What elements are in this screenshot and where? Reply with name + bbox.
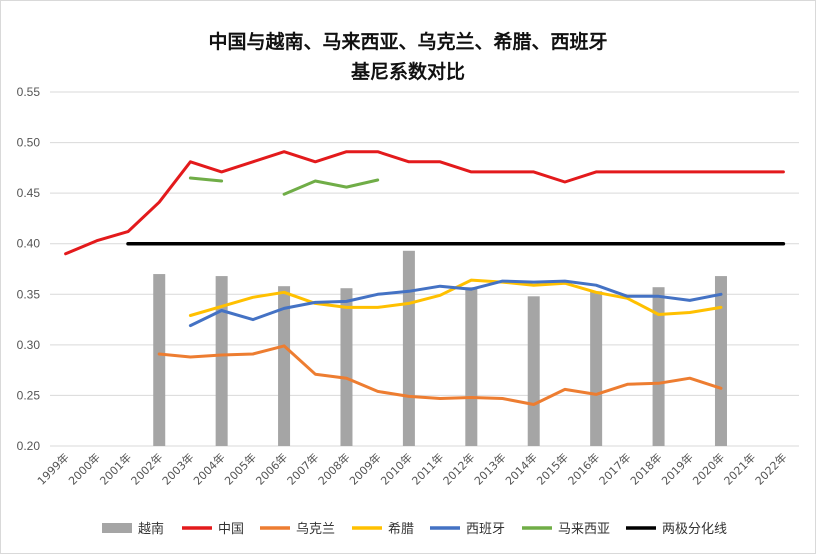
bar-越南-2018年 (652, 287, 665, 446)
y-axis-ticks: 0.20 0.25 0.30 0.35 0.40 0.45 0.50 0.55 (17, 85, 41, 453)
y-tick-label: 0.50 (17, 136, 41, 150)
bar-越南-2004年 (215, 276, 228, 446)
legend-swatch (102, 523, 132, 533)
chart-title-line-2: 基尼系数对比 (350, 60, 465, 83)
bar-越南-2010年 (402, 250, 415, 446)
series-line-马来西亚 (188, 176, 224, 183)
chart-title-line-1: 中国与越南、马来西亚、乌克兰、希腊、西班牙 (208, 30, 607, 53)
legend-label: 中国 (218, 522, 244, 537)
legend-item-马来西亚: 马来西亚 (522, 522, 610, 537)
y-tick-label: 0.25 (17, 388, 41, 402)
legend-item-中国: 中国 (182, 522, 244, 537)
series-line-中国 (64, 150, 785, 256)
series-line-乌克兰 (157, 344, 723, 406)
y-tick-label: 0.45 (17, 186, 41, 200)
legend-item-乌克兰: 乌克兰 (260, 521, 335, 537)
legend-label: 西班牙 (466, 522, 505, 537)
bar-越南-2014年 (527, 296, 540, 446)
y-tick-label: 0.35 (17, 287, 41, 301)
legend-item-西班牙: 西班牙 (430, 522, 505, 537)
y-tick-label: 0.30 (17, 338, 41, 352)
legend-label: 两极分化线 (662, 522, 727, 537)
legend-item-两极分化线: 两极分化线 (626, 522, 727, 537)
legend: 越南 中国 乌克兰 希腊 西班牙 马来西亚 两极分化线 (102, 521, 727, 537)
y-tick-label: 0.40 (17, 237, 41, 251)
bar-越南-2020年 (714, 276, 727, 446)
legend-label: 乌克兰 (296, 521, 335, 537)
series-line-西班牙 (188, 279, 723, 328)
legend-label: 越南 (138, 521, 164, 537)
legend-item-越南: 越南 (102, 521, 164, 537)
legend-label: 希腊 (388, 522, 414, 537)
legend-item-希腊: 希腊 (352, 522, 414, 537)
bar-越南-2016年 (590, 291, 603, 446)
bar-越南-2006年 (278, 286, 291, 446)
line-series (64, 150, 786, 406)
legend-label: 马来西亚 (558, 522, 610, 537)
y-tick-label: 0.55 (17, 85, 41, 99)
bar-越南-2002年 (153, 274, 166, 446)
bar-越南-2012年 (465, 287, 478, 446)
y-tick-label: 0.20 (17, 439, 41, 453)
series-line-马来西亚 (282, 178, 380, 196)
bar-越南-2008年 (340, 288, 353, 446)
